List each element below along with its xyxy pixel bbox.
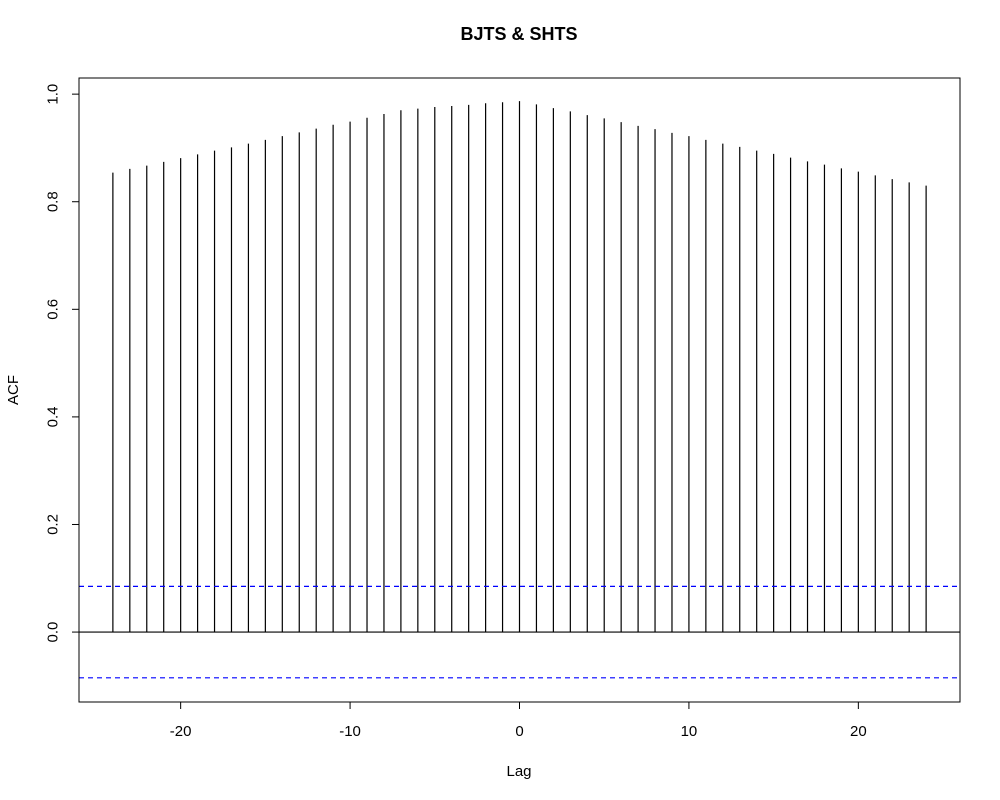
x-tick-label: 10	[681, 723, 698, 740]
x-tick-label: -20	[170, 723, 192, 740]
plot-frame	[78, 77, 961, 703]
y-tick-label: 0.0	[45, 622, 62, 643]
acf-bars	[112, 101, 927, 633]
y-axis-label: ACF	[5, 375, 22, 405]
y-tick-label: 0.6	[45, 299, 62, 320]
x-tick-label: 20	[850, 723, 867, 740]
y-tick-label: 0.2	[45, 514, 62, 535]
y-tick-label: 0.4	[45, 406, 62, 427]
y-tick-label: 1.0	[45, 84, 62, 105]
reference-lines	[79, 585, 960, 679]
chart-title: BJTS & SHTS	[460, 24, 577, 44]
x-tick-label: -10	[339, 723, 361, 740]
x-axis: -20 -10 0 10 20	[170, 702, 867, 740]
y-axis: 0.0 0.2 0.4 0.6 0.8 1.0	[45, 84, 79, 643]
y-tick-label: 0.8	[45, 191, 62, 212]
x-axis-label: Lag	[506, 763, 531, 780]
x-tick-label: 0	[515, 723, 523, 740]
